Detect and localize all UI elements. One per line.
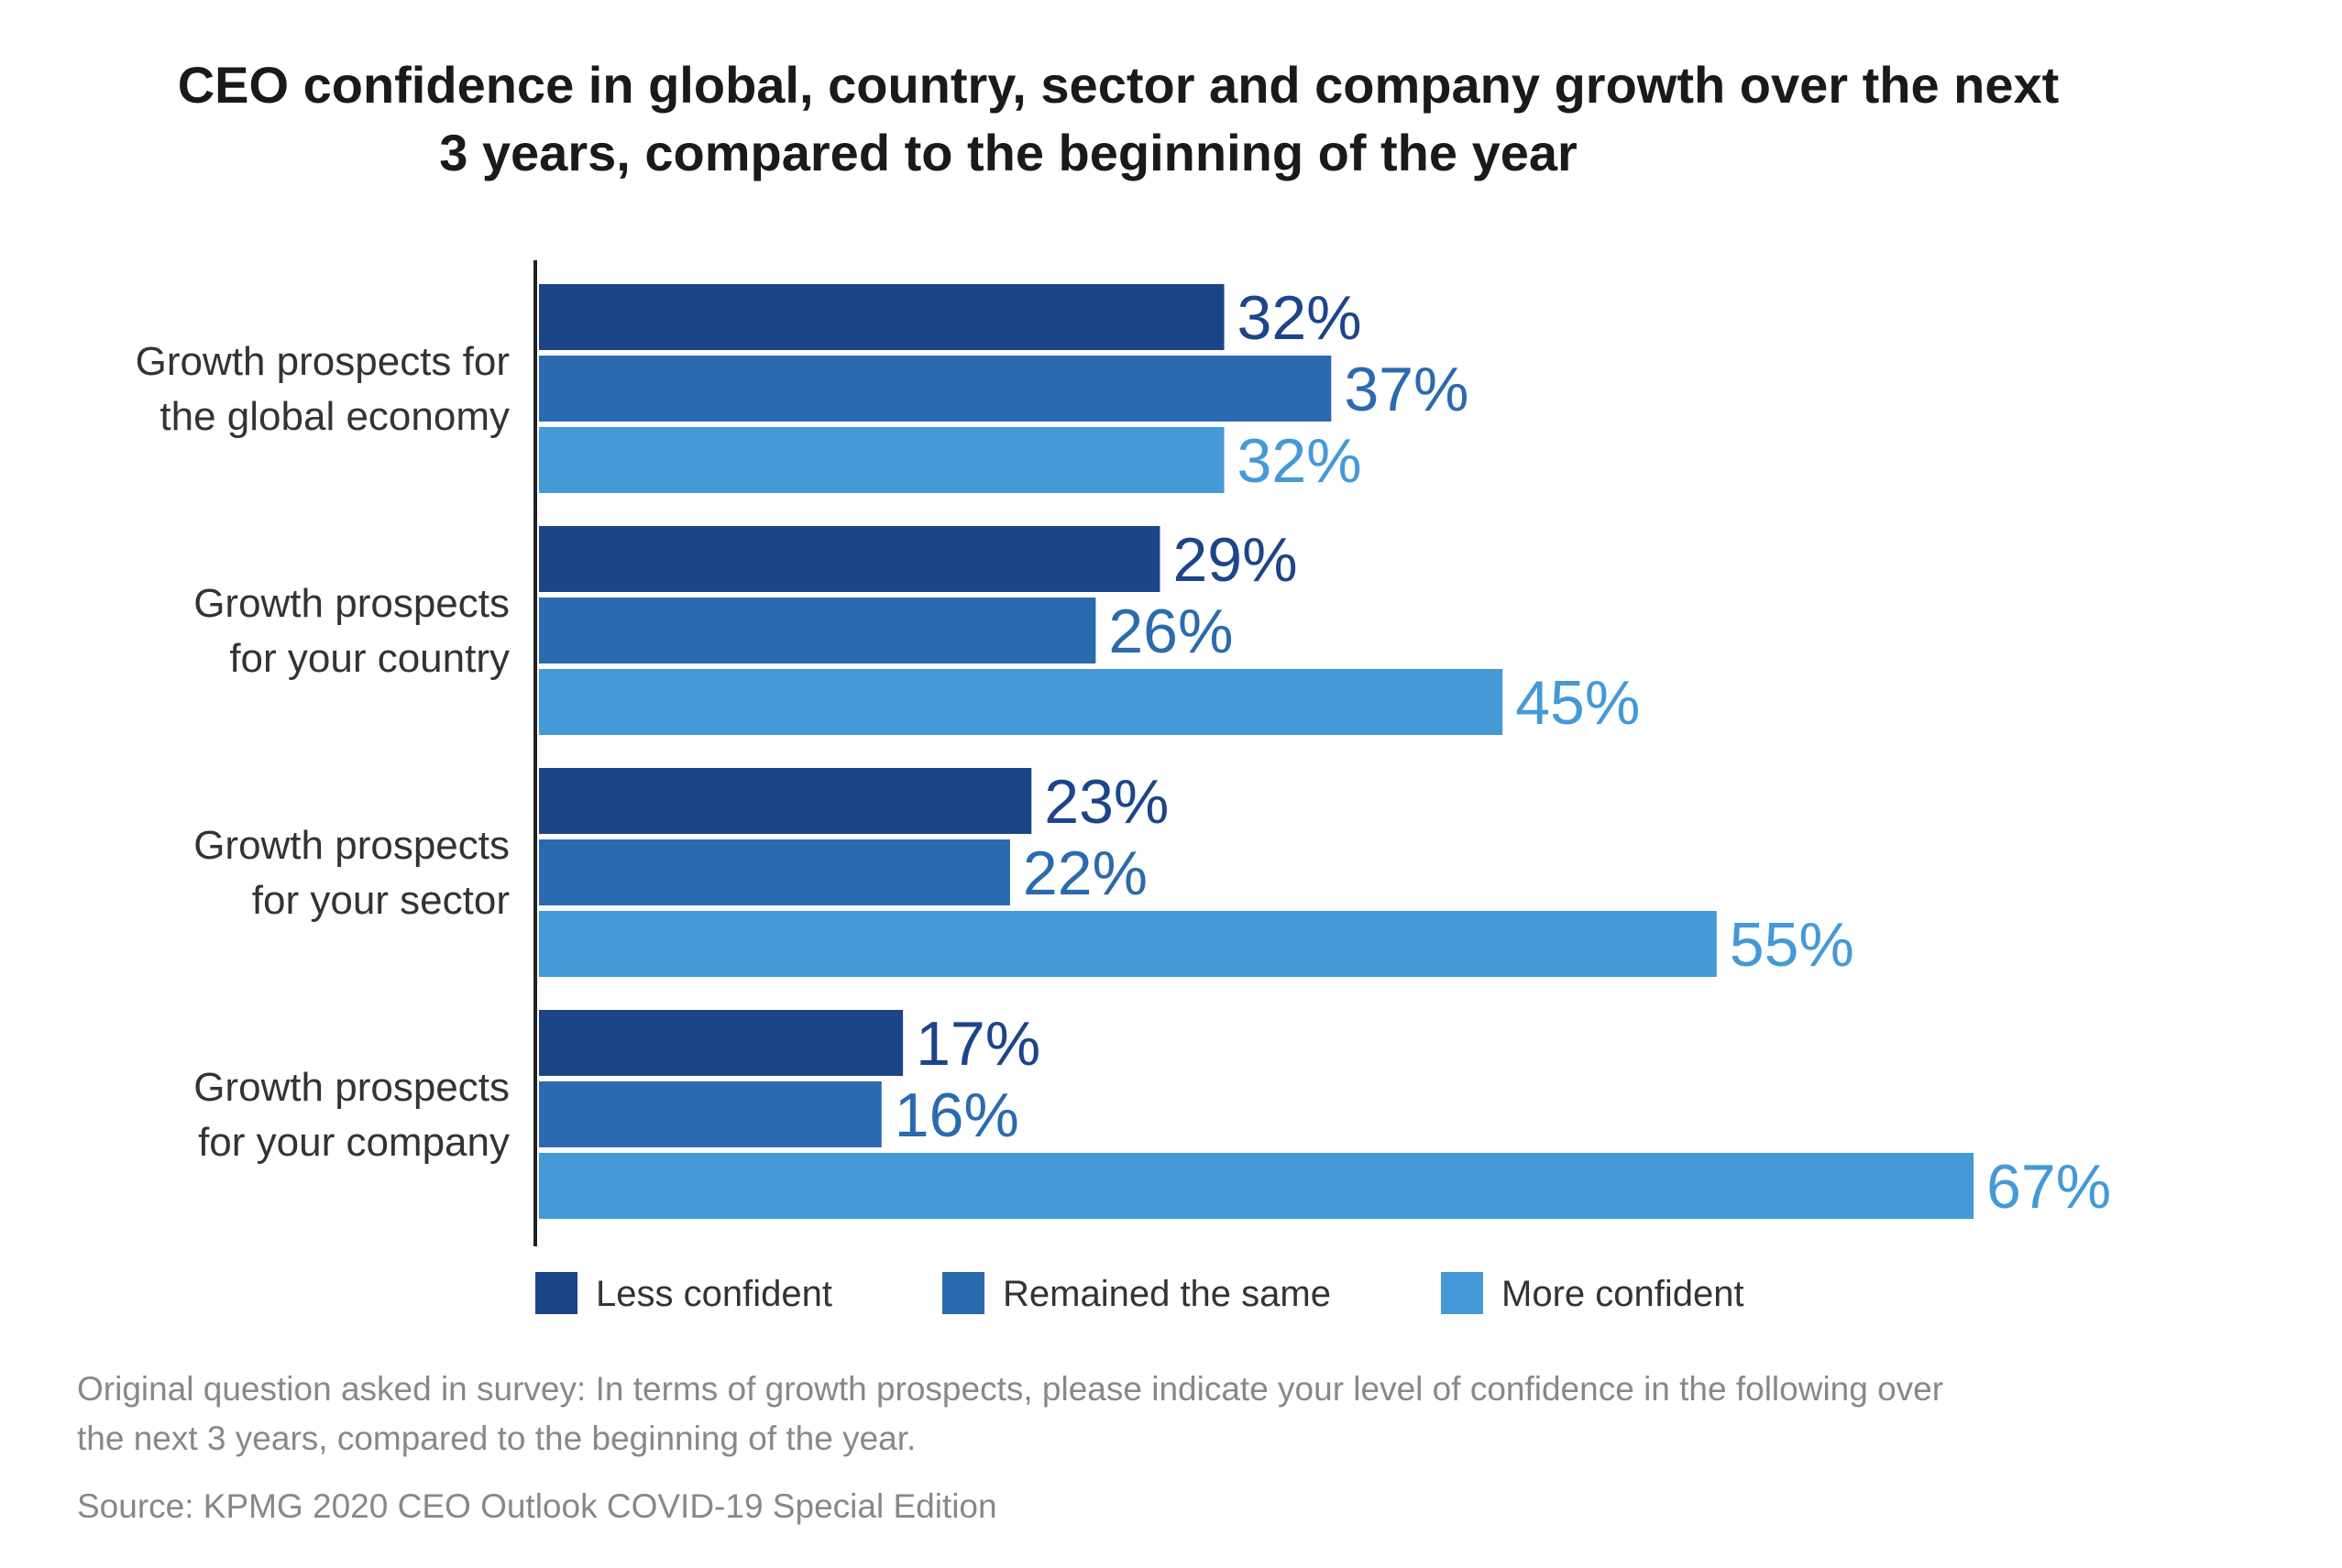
footnotes: Original question asked in survey: In te… (77, 1370, 1943, 1525)
category-label: Growth prospects (193, 581, 510, 626)
bar (539, 669, 1503, 735)
data-label: 26% (1108, 597, 1233, 666)
bar (539, 911, 1717, 977)
legend: Less confident Remained the same More conf… (535, 1272, 1744, 1314)
survey-question-note-line-1: Original question asked in survey: In te… (77, 1370, 1943, 1408)
chart-title: CEO confidence in global, country, secto… (178, 56, 2060, 181)
bar (539, 768, 1032, 834)
data-label: 23% (1044, 767, 1169, 837)
legend-label: More confident (1501, 1274, 1744, 1314)
legend-swatch (535, 1272, 577, 1314)
data-label: 45% (1515, 668, 1640, 738)
category-label: for your company (198, 1120, 510, 1165)
category-label: the global economy (159, 394, 510, 439)
bar (539, 839, 1010, 905)
source-note: Source: KPMG 2020 CEO Outlook COVID-19 S… (77, 1487, 997, 1525)
legend-swatch (1441, 1272, 1483, 1314)
category-label: Growth prospects for (136, 339, 510, 384)
legend-swatch (942, 1272, 984, 1314)
bar (539, 356, 1332, 422)
chart-title-line-1: CEO confidence in global, country, secto… (178, 56, 2060, 114)
data-label: 32% (1237, 283, 1362, 353)
category-label: for your sector (252, 878, 510, 923)
bar (539, 526, 1160, 592)
category-label: Growth prospects (193, 823, 510, 868)
legend-label: Remained the same (1003, 1274, 1331, 1314)
bar (539, 427, 1225, 493)
data-label: 22% (1023, 839, 1148, 908)
survey-question-note-line-2: the next 3 years, compared to the beginn… (77, 1420, 916, 1457)
data-label: 67% (1986, 1152, 2111, 1222)
data-label: 29% (1172, 525, 1297, 595)
data-label: 17% (916, 1009, 1040, 1079)
data-label: 37% (1344, 355, 1468, 424)
bar (539, 284, 1225, 350)
data-label: 32% (1237, 426, 1362, 496)
plot-area: Growth prospects for the global economy Gr… (136, 260, 2111, 1246)
category-label: for your country (229, 636, 510, 681)
bar (539, 1153, 1974, 1219)
legend-label: Less confident (596, 1274, 832, 1314)
bar (539, 1010, 904, 1076)
data-label: 16% (895, 1080, 1019, 1150)
category-label: Growth prospects (193, 1065, 510, 1110)
data-label: 55% (1730, 910, 1854, 980)
bar (539, 598, 1096, 663)
chart-title-line-2: 3 years, compared to the beginning of th… (439, 124, 1578, 181)
bar (539, 1081, 882, 1147)
